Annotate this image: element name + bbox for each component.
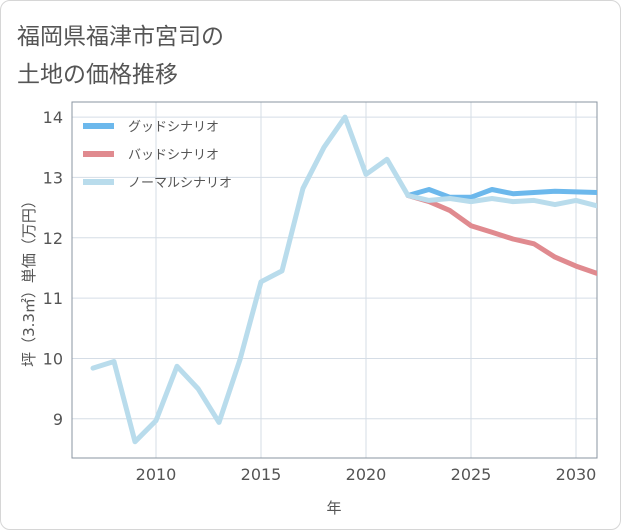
y-tick-label: 14 — [43, 108, 63, 127]
x-tick-label: 2030 — [556, 465, 597, 484]
series-line-2 — [405, 193, 597, 276]
y-tick-label: 12 — [43, 229, 63, 248]
y-tick-label: 9 — [53, 410, 63, 429]
y-tick-label: 10 — [43, 349, 63, 368]
legend-label-1: グッドシナリオ — [128, 120, 219, 135]
x-tick-label: 2020 — [346, 465, 387, 484]
series-line-1 — [405, 187, 597, 200]
chart-title-line-2: 土地の価格推移 — [17, 62, 178, 88]
grid — [72, 102, 597, 458]
y-tick-label: 11 — [43, 289, 63, 308]
y-axis-label: 坪（3.3㎡）単価（万円） — [20, 193, 38, 367]
plot-area-border — [71, 101, 598, 459]
series-lines — [90, 114, 597, 445]
x-axis-label: 年 — [326, 499, 341, 517]
x-tick-label: 2025 — [451, 465, 492, 484]
series-line-3 — [90, 114, 597, 445]
axis-ticks: 9 10 11 12 13 14 2010 2015 2020 2025 2030 — [43, 108, 597, 484]
y-tick-label: 13 — [43, 168, 63, 187]
legend-label-2: バッドシナリオ — [128, 148, 219, 163]
x-tick-label: 2015 — [241, 465, 282, 484]
x-tick-label: 2010 — [136, 465, 177, 484]
legend-label-3: ノーマルシナリオ — [128, 176, 232, 191]
chart-title-line-1: 福岡県福津市宮司の — [17, 24, 224, 50]
